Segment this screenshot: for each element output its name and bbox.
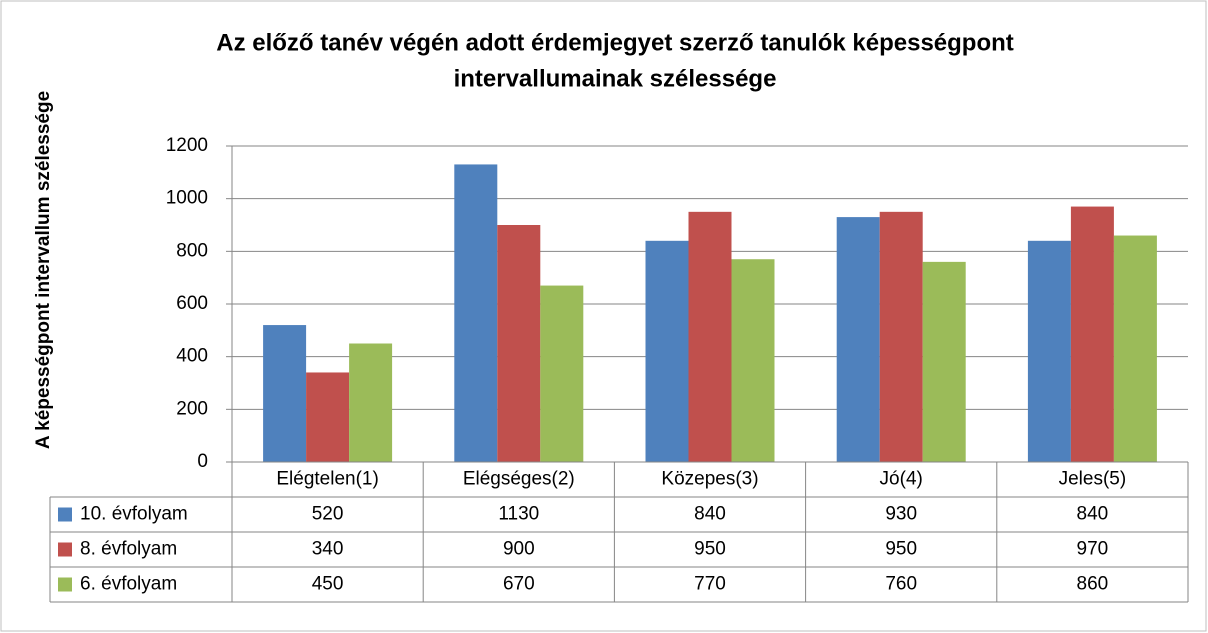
bar (540, 285, 584, 462)
x-tick-label: Jó(4) (880, 469, 923, 490)
x-tick-label: Elégséges(2) (463, 469, 575, 490)
table-value: 670 (503, 574, 535, 595)
y-tick-label: 600 (176, 293, 208, 314)
bar (879, 211, 923, 462)
table-value: 760 (885, 574, 917, 595)
bar (688, 211, 732, 462)
x-tick-label: Jeles(5) (1059, 469, 1127, 490)
legend-label: 8. évfolyam (80, 539, 177, 560)
bar (1070, 206, 1114, 462)
table-value: 950 (694, 539, 726, 560)
legend-label: 10. évfolyam (80, 504, 188, 525)
x-tick-label: Közepes(3) (661, 469, 758, 490)
bar (836, 217, 880, 462)
y-tick-label: 200 (176, 398, 208, 419)
table-value: 840 (1077, 504, 1109, 525)
bar (922, 261, 966, 462)
bar (306, 372, 350, 462)
bar (454, 164, 498, 462)
y-tick-label: 400 (176, 346, 208, 367)
legend-key (58, 542, 72, 557)
table-value: 340 (312, 539, 344, 560)
table-value: 840 (694, 504, 726, 525)
table-value: 950 (885, 539, 917, 560)
table-value: 900 (503, 539, 535, 560)
y-tick-label: 1200 (166, 135, 208, 156)
legend-label: 6. évfolyam (80, 574, 177, 595)
table-value: 970 (1077, 539, 1109, 560)
chart-title: Az előző tanév végén adott érdemjegyet s… (216, 29, 1014, 56)
legend-key (58, 507, 72, 522)
x-tick-label: Elégtelen(1) (276, 469, 378, 490)
table-value: 1130 (498, 504, 539, 525)
bar (645, 240, 689, 462)
table-value: 860 (1077, 574, 1109, 595)
table-value: 520 (312, 504, 344, 525)
y-tick-label: 800 (176, 240, 208, 261)
legend-key (58, 577, 72, 592)
bar (1113, 235, 1157, 462)
bar (1027, 240, 1071, 462)
bar (349, 343, 393, 462)
table-value: 930 (885, 504, 917, 525)
bar (263, 325, 307, 462)
y-axis-label: A képességpont intervallum szélessége (33, 91, 54, 449)
bar (497, 225, 541, 462)
y-tick-label: 0 (197, 451, 208, 472)
chart-title: intervallumainak szélessége (454, 65, 777, 92)
bar (731, 259, 775, 462)
y-tick-label: 1000 (166, 188, 208, 209)
table-value: 770 (694, 574, 726, 595)
table-value: 450 (312, 574, 344, 595)
